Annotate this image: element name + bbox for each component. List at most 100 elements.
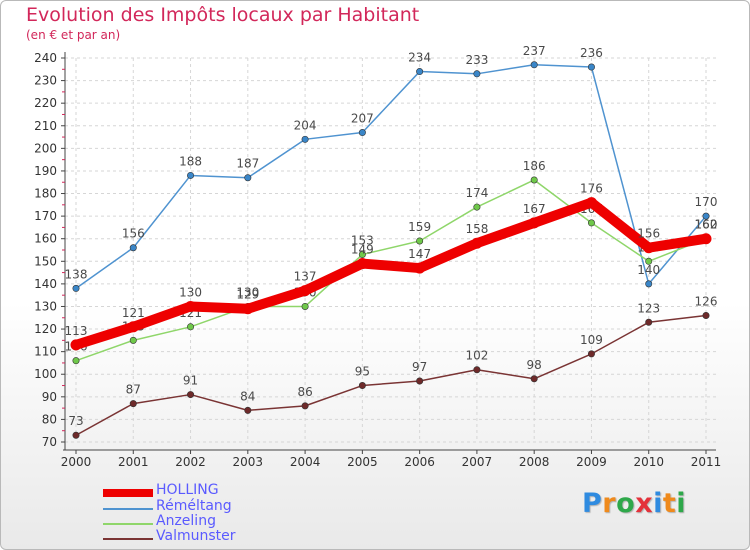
x-tick-label: 2011: [691, 455, 722, 469]
y-tick-label: 230: [34, 74, 57, 88]
logo-letter: P: [582, 488, 603, 519]
x-tick-label: 2007: [462, 455, 493, 469]
data-point-anzeling: [72, 357, 80, 365]
data-point-r-m-ltang: [187, 171, 195, 179]
data-label-holling: 160: [695, 218, 718, 232]
data-point-valmunster: [473, 366, 481, 374]
data-point-anzeling: [473, 203, 481, 211]
data-point-anzeling: [645, 257, 653, 265]
data-label-r-m-ltang: 204: [294, 118, 317, 132]
data-label-valmunster: 86: [297, 385, 312, 399]
data-label-holling: 129: [236, 288, 259, 302]
data-label-valmunster: 84: [240, 389, 255, 403]
data-point-valmunster: [530, 375, 538, 383]
data-point-r-m-ltang: [473, 70, 481, 78]
y-tick-label: 110: [34, 345, 57, 359]
data-point-valmunster: [645, 318, 653, 326]
data-label-anzeling: 162: [695, 218, 718, 232]
x-tick-label: 2002: [175, 455, 206, 469]
data-point-r-m-ltang: [702, 212, 710, 220]
data-label-valmunster: 109: [580, 333, 603, 347]
data-point-anzeling: [301, 302, 309, 310]
data-point-anzeling: [587, 219, 595, 227]
data-point-holling: [700, 233, 712, 245]
data-point-valmunster: [187, 391, 195, 399]
data-point-r-m-ltang: [416, 68, 424, 76]
data-label-r-m-ltang: 207: [351, 112, 374, 126]
y-tick-label: 210: [34, 119, 57, 133]
data-label-r-m-ltang: 140: [637, 263, 660, 277]
data-point-valmunster: [129, 400, 137, 408]
y-tick-label: 220: [34, 96, 57, 110]
y-tick-label: 170: [34, 209, 57, 223]
data-point-holling: [185, 300, 197, 312]
y-tick-label: 180: [34, 187, 57, 201]
data-label-r-m-ltang: 156: [122, 227, 145, 241]
data-point-r-m-ltang: [358, 129, 366, 137]
data-label-holling: 156: [637, 227, 660, 241]
data-point-holling: [585, 197, 597, 209]
data-point-anzeling: [416, 237, 424, 245]
y-tick-label: 130: [34, 299, 57, 313]
legend-swatch: [103, 489, 153, 497]
data-point-holling: [70, 339, 82, 351]
x-tick-label: 2006: [404, 455, 435, 469]
data-label-r-m-ltang: 138: [65, 267, 88, 281]
x-tick-label: 2008: [519, 455, 550, 469]
data-point-r-m-ltang: [72, 284, 80, 292]
data-label-r-m-ltang: 233: [465, 53, 488, 67]
x-tick-label: 2010: [633, 455, 664, 469]
data-point-valmunster: [244, 406, 252, 414]
y-tick-label: 140: [34, 277, 57, 291]
legend-swatch: [103, 508, 153, 510]
logo-letter: i: [676, 488, 687, 519]
data-point-holling: [471, 237, 483, 249]
chart-title: Evolution des Impôts locaux par Habitant: [26, 4, 420, 26]
data-label-r-m-ltang: 237: [523, 44, 546, 58]
data-point-r-m-ltang: [587, 63, 595, 71]
data-label-anzeling: 186: [523, 159, 546, 173]
y-tick-label: 70: [42, 435, 57, 449]
data-label-r-m-ltang: 234: [408, 51, 431, 65]
data-point-anzeling: [187, 323, 195, 331]
data-label-valmunster: 97: [412, 360, 427, 374]
data-label-r-m-ltang: 187: [236, 157, 259, 171]
data-label-valmunster: 102: [465, 349, 488, 363]
data-point-valmunster: [416, 377, 424, 385]
y-tick-label: 240: [34, 51, 57, 65]
data-point-valmunster: [702, 312, 710, 320]
data-label-anzeling: 153: [351, 234, 374, 248]
y-tick-label: 150: [34, 254, 57, 268]
logo-letter: o: [616, 488, 636, 519]
data-point-holling: [414, 262, 426, 274]
y-tick-label: 200: [34, 141, 57, 155]
logo-letter: x: [635, 488, 654, 519]
data-point-holling: [242, 303, 254, 315]
data-point-r-m-ltang: [244, 174, 252, 182]
x-tick-label: 2003: [233, 455, 264, 469]
data-label-anzeling: 130: [236, 285, 259, 299]
data-label-holling: 158: [465, 222, 488, 236]
x-tick-label: 2000: [61, 455, 92, 469]
data-point-valmunster: [358, 382, 366, 390]
data-point-holling: [127, 321, 139, 333]
data-point-anzeling: [129, 336, 137, 344]
y-tick-label: 100: [34, 367, 57, 381]
legend-label: Valmunster: [156, 528, 236, 544]
data-label-valmunster: 123: [637, 301, 660, 315]
data-label-holling: 137: [294, 270, 317, 284]
data-label-holling: 113: [65, 324, 88, 338]
x-tick-label: 2004: [290, 455, 321, 469]
x-tick-label: 2001: [118, 455, 149, 469]
y-tick-label: 120: [34, 322, 57, 336]
data-label-anzeling: 174: [465, 186, 488, 200]
legend-label: Anzeling: [156, 513, 216, 529]
data-label-valmunster: 73: [68, 414, 83, 428]
data-point-holling: [643, 242, 655, 254]
data-label-holling: 167: [523, 202, 546, 216]
data-label-valmunster: 98: [527, 358, 542, 372]
data-label-r-m-ltang: 170: [695, 195, 718, 209]
data-point-valmunster: [72, 431, 80, 439]
